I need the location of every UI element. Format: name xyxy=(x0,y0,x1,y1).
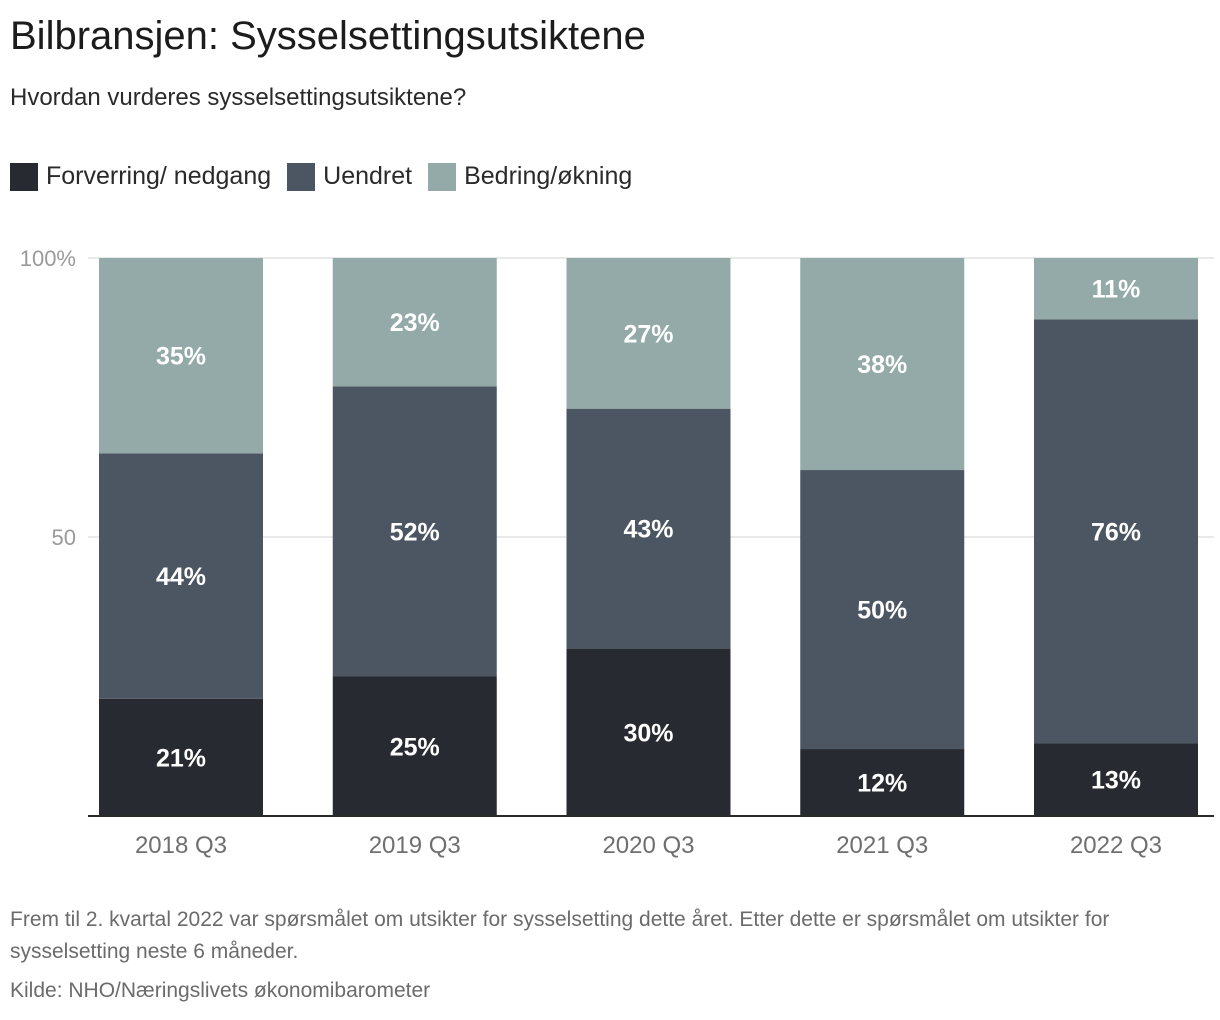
bar-segment xyxy=(1034,743,1198,816)
legend-label-forverring: Forverring/ nedgang xyxy=(46,162,272,190)
chart-notes: Frem til 2. kvartal 2022 var spørsmålet … xyxy=(10,908,1110,963)
data-label: 11% xyxy=(1092,276,1141,304)
legend-swatch-uendret xyxy=(287,162,316,191)
y-tick-label: 50 xyxy=(52,525,76,550)
data-label: 76% xyxy=(1091,518,1141,546)
data-label: 25% xyxy=(390,733,440,761)
data-label: 44% xyxy=(156,563,206,591)
data-label: 38% xyxy=(857,351,907,379)
bar-segment xyxy=(99,258,263,454)
bar-segment xyxy=(1034,319,1198,744)
legend-swatch-bedring xyxy=(428,162,457,191)
bar-segment xyxy=(800,749,965,816)
x-tick-label: 2019 Q3 xyxy=(369,832,461,859)
bar-segment xyxy=(99,698,263,816)
data-label: 12% xyxy=(857,770,907,798)
bar-segment xyxy=(800,470,965,750)
bar-segment xyxy=(332,258,497,387)
data-label: 52% xyxy=(390,518,440,546)
stacked-bar-chart: 100% 50 21% 44% 35% 2018 Q3 25% 52% 23% 2019 Q3 30… xyxy=(20,246,1214,859)
data-label: 35% xyxy=(156,343,206,371)
x-tick-label: 2022 Q3 xyxy=(1070,832,1162,859)
chart-title: Bilbransjen: Sysselsettingsutsiktene xyxy=(10,14,646,58)
data-label: 23% xyxy=(390,309,440,337)
legend-label-uendret: Uendret xyxy=(323,162,413,190)
bar-segment xyxy=(332,676,497,816)
data-label: 30% xyxy=(623,719,673,747)
bar-segment xyxy=(99,453,263,699)
bar-segment xyxy=(332,386,497,677)
legend-label-bedring: Bedring/økning xyxy=(464,162,633,190)
data-label: 13% xyxy=(1091,767,1141,795)
chart-subtitle: Hvordan vurderes sysselsettingsutsiktene… xyxy=(10,84,467,111)
data-label: 21% xyxy=(156,744,206,772)
x-tick-label: 2020 Q3 xyxy=(602,832,694,859)
bar-segment xyxy=(800,258,965,471)
data-label: 43% xyxy=(623,516,673,544)
bar-segment xyxy=(566,648,731,816)
legend-item-bedring: Bedring/økning xyxy=(428,162,632,191)
bar-segment xyxy=(1034,258,1198,320)
x-tick-label: 2018 Q3 xyxy=(135,832,227,859)
legend-item-forverring: Forverring/ nedgang xyxy=(10,162,271,191)
bar-segment xyxy=(566,408,731,649)
legend-item-uendret: Uendret xyxy=(287,162,412,191)
y-tick-label: 100% xyxy=(20,246,76,271)
chart-source: Kilde: NHO/Næringslivets økonomibaromete… xyxy=(10,979,431,1002)
legend-swatch-forverring xyxy=(10,162,38,191)
x-tick-label: 2021 Q3 xyxy=(836,832,928,859)
legend: Forverring/ nedgang Uendret Bedring/økni… xyxy=(10,162,648,191)
data-label: 50% xyxy=(857,597,907,625)
bar-segment xyxy=(566,258,731,409)
data-label: 27% xyxy=(623,320,673,348)
